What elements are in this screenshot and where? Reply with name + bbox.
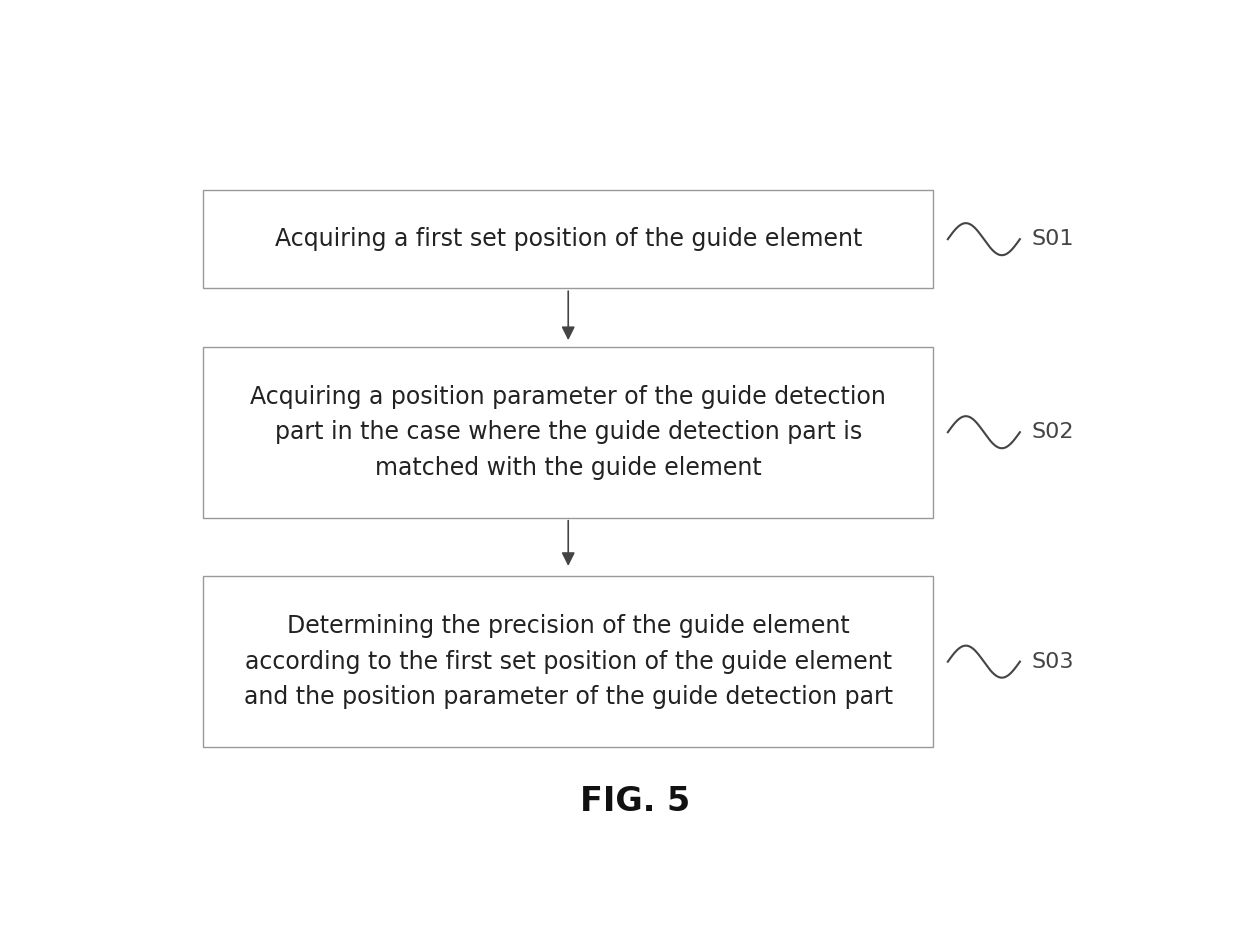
- FancyBboxPatch shape: [203, 346, 934, 517]
- FancyBboxPatch shape: [203, 576, 934, 747]
- Text: S03: S03: [1032, 652, 1074, 672]
- Text: S02: S02: [1032, 422, 1074, 442]
- Text: Acquiring a first set position of the guide element: Acquiring a first set position of the gu…: [274, 227, 862, 252]
- Text: Determining the precision of the guide element
according to the first set positi: Determining the precision of the guide e…: [244, 614, 893, 710]
- FancyBboxPatch shape: [203, 190, 934, 289]
- Text: Acquiring a position parameter of the guide detection
part in the case where the: Acquiring a position parameter of the gu…: [250, 385, 887, 480]
- Text: S01: S01: [1032, 229, 1074, 249]
- Text: FIG. 5: FIG. 5: [580, 785, 691, 818]
